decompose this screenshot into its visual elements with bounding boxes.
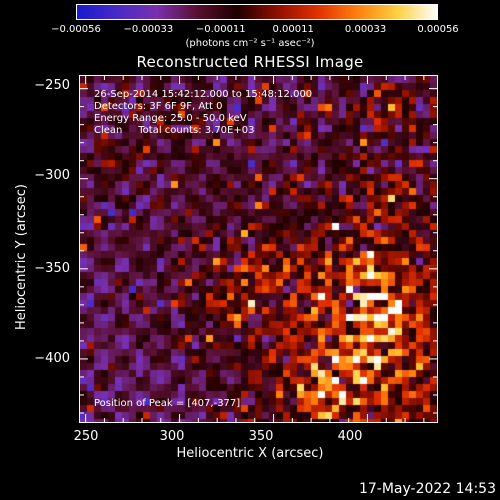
chart-title: Reconstructed RHESSI Image xyxy=(136,53,364,71)
x-axis-label: Heliocentric X (arcsec) xyxy=(176,446,324,461)
y-axis-label: Heliocentric Y (arcsec) xyxy=(14,184,29,330)
y-tick-label: −350 xyxy=(34,261,70,276)
y-tick-label: −250 xyxy=(34,78,70,93)
info-line-counts: Clean Total counts: 3.70E+03 xyxy=(94,125,255,136)
plot-frame xyxy=(79,75,438,423)
x-tick-label: 250 xyxy=(73,429,99,444)
x-tick-label: 400 xyxy=(337,429,363,444)
colorbar-tick-label: −0.00011 xyxy=(195,24,246,35)
colorbar-tick-labels: −0.00056 −0.00033 −0.00011 0.00011 0.00033 0.… xyxy=(0,0,500,40)
rhessi-image xyxy=(80,76,437,422)
info-line-time: 26-Sep-2014 15:42:12.000 to 15:48:12.000 xyxy=(94,89,313,100)
plot-timestamp: 17-May-2022 14:53 xyxy=(358,481,496,497)
colorbar xyxy=(76,4,438,20)
colorbar-tick-label: 0.00033 xyxy=(344,24,387,35)
colorbar-units: (photons cm⁻² s⁻¹ asec⁻²) xyxy=(185,38,315,49)
x-tick-label: 300 xyxy=(159,429,185,444)
colorbar-tick-label: 0.00011 xyxy=(272,24,314,35)
y-tick-label: −400 xyxy=(34,351,70,366)
colorbar-tick-label: −0.00056 xyxy=(51,24,101,35)
info-line-energy: Energy Range: 25.0 - 50.0 keV xyxy=(94,113,247,124)
colorbar-tick-label: −0.00033 xyxy=(123,24,174,35)
peak-position-label: Position of Peak = [407,-377] xyxy=(94,398,241,409)
x-tick-label: 350 xyxy=(248,429,274,444)
info-line-detectors: Detectors: 3F 6F 9F, Att 0 xyxy=(94,101,223,112)
colorbar-tick-label: 0.00056 xyxy=(417,24,459,35)
y-tick-label: −300 xyxy=(34,168,70,183)
